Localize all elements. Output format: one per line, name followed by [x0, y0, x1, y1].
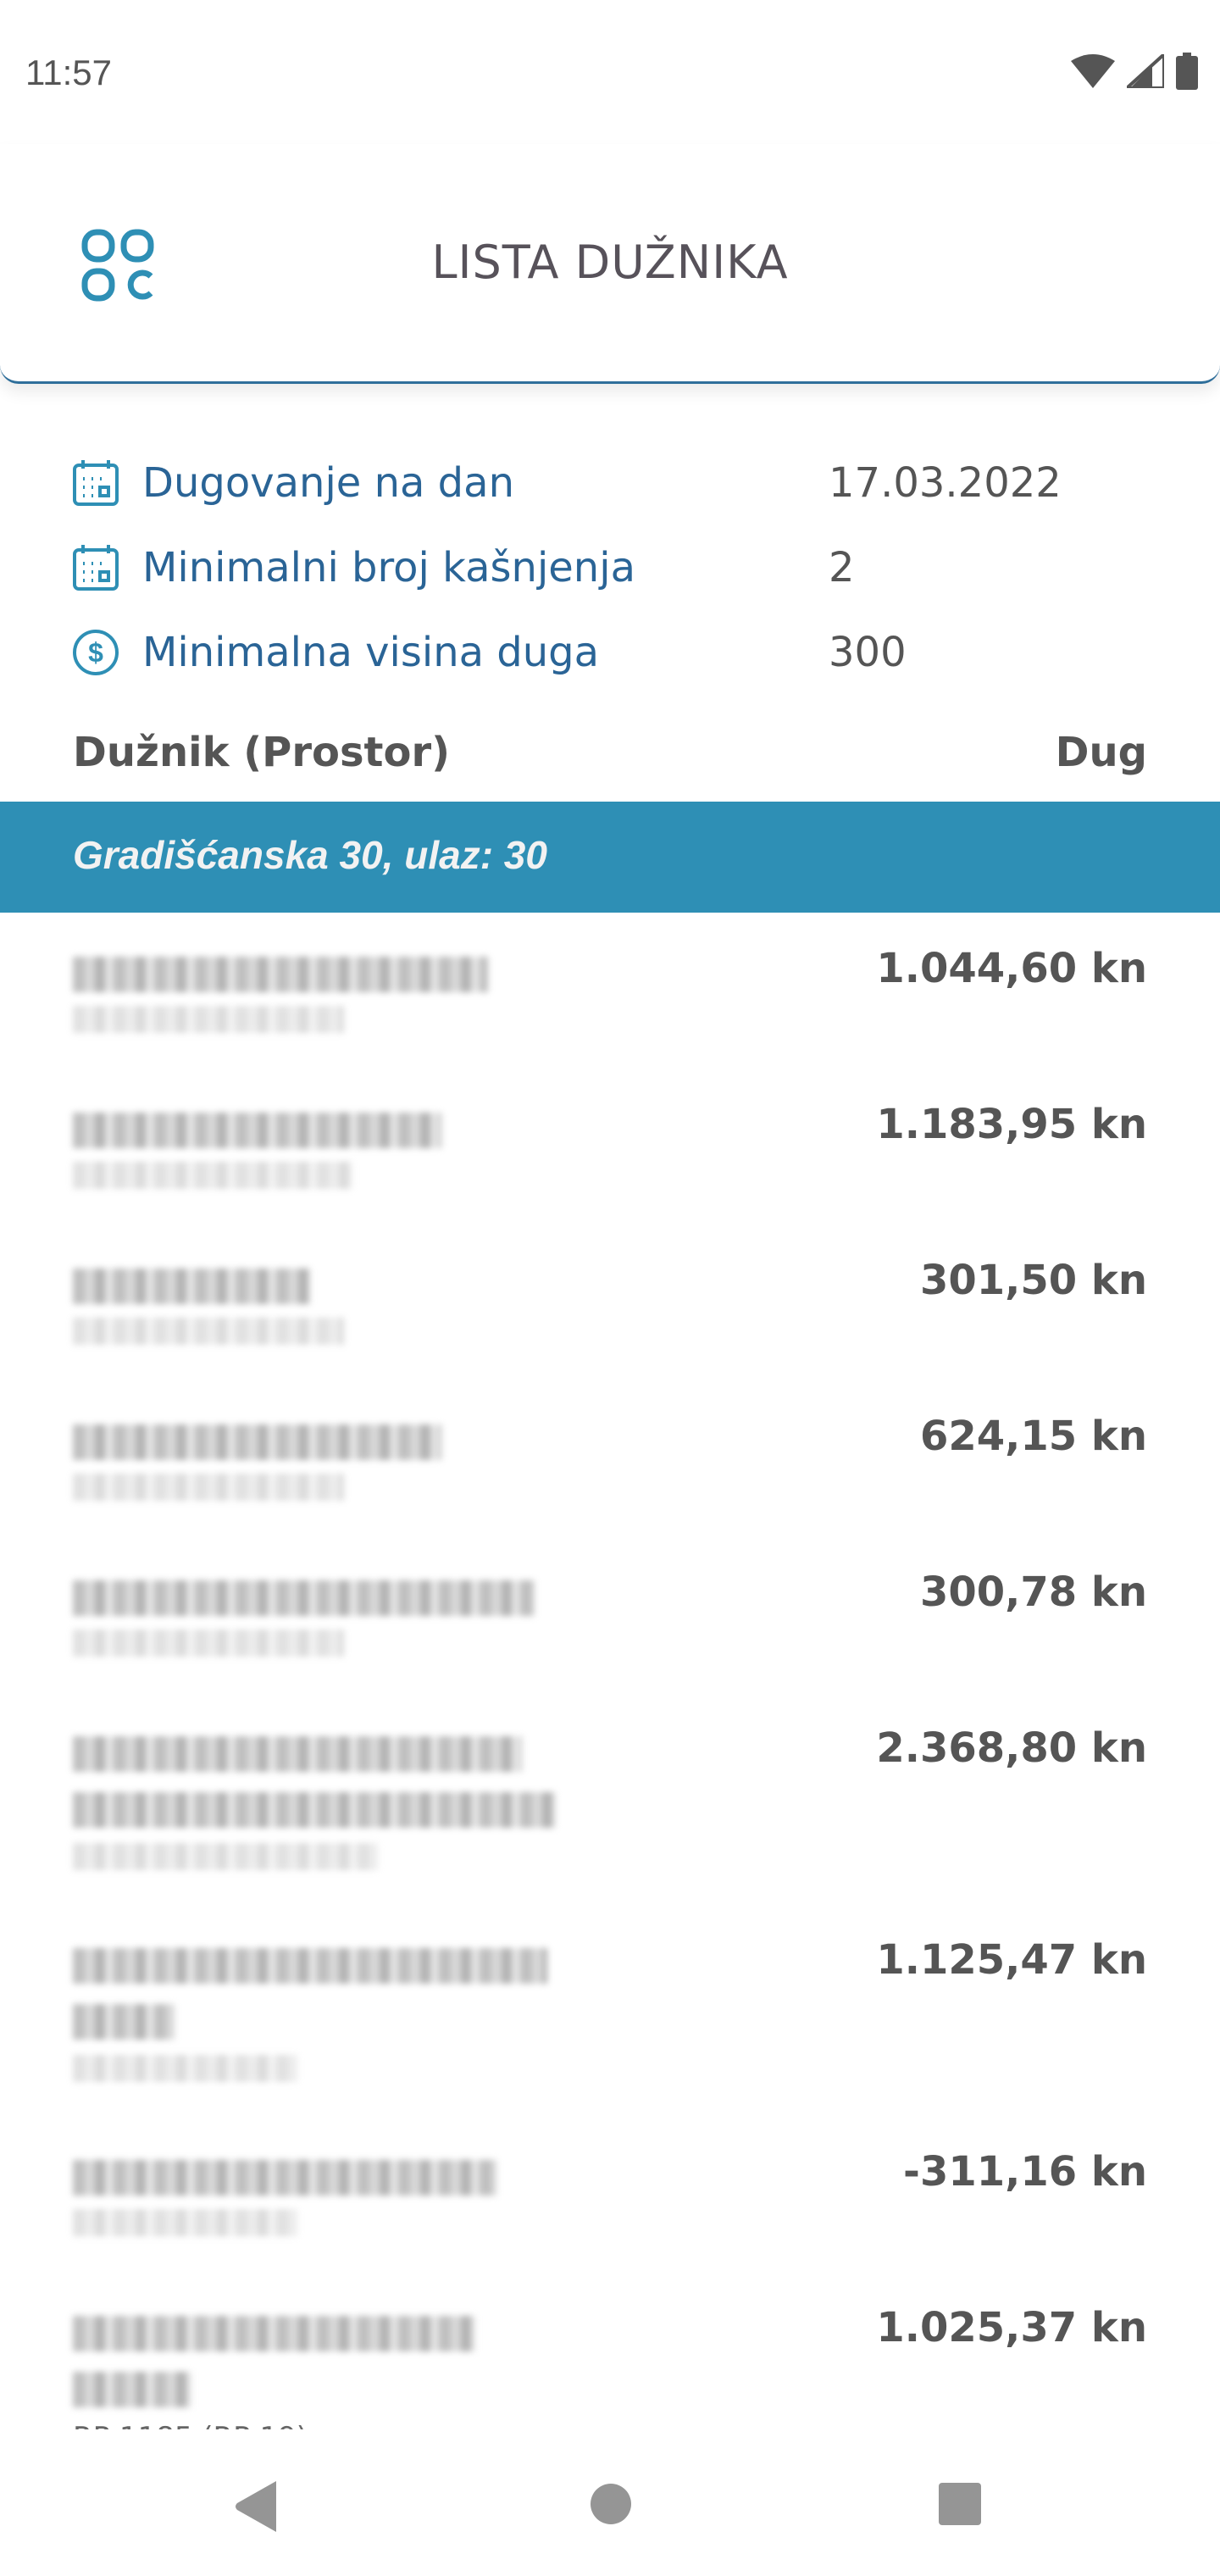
debtor-space-redacted: [73, 2055, 297, 2082]
column-debtor: Dužnik (Prostor): [73, 729, 451, 776]
list-item[interactable]: 624,15 kn: [0, 1380, 1220, 1536]
filter-value: 300: [829, 629, 907, 676]
app-header: LISTA DUŽNIKA: [0, 144, 1220, 384]
debtor-name-redacted: [73, 1269, 310, 1304]
debt-amount: 1.183,95 kn: [876, 1101, 1147, 1148]
debt-amount: 2.368,80 kn: [876, 1724, 1147, 1772]
calendar-icon: [73, 545, 119, 591]
debtor-name-redacted: [73, 2004, 175, 2040]
group-title: Gradišćanska 30, ulaz: 30: [73, 833, 547, 877]
recents-icon[interactable]: [939, 2483, 981, 2525]
debtor-name-redacted: [73, 2316, 475, 2351]
filter-value: 2: [829, 544, 855, 591]
home-icon[interactable]: [590, 2483, 632, 2525]
debtor-name-redacted: [73, 1580, 535, 1616]
debtor-name-redacted: [73, 1113, 441, 1148]
debtor-space: RP 1185 (RP 19): [73, 2421, 308, 2429]
debt-amount: 1.025,37 kn: [876, 2304, 1147, 2351]
debtor-space-redacted: [73, 1162, 352, 1189]
grid-menu-icon[interactable]: [81, 229, 154, 302]
debtor-space-redacted: [73, 2209, 297, 2236]
debt-amount: -311,16 kn: [903, 2148, 1147, 2196]
list-item[interactable]: 301,50 kn: [0, 1224, 1220, 1380]
list-item[interactable]: 300,78 kn: [0, 1536, 1220, 1692]
status-bar: 11:57: [0, 0, 1220, 144]
filter-date: Dugovanje na dan 17.03.2022: [71, 449, 1173, 517]
debt-amount: 300,78 kn: [919, 1568, 1147, 1616]
list-item[interactable]: -311,16 kn: [0, 2116, 1220, 2272]
debt-amount: 1.125,47 kn: [876, 1936, 1147, 1984]
debtor-name-redacted: [73, 1424, 441, 1460]
column-debt: Dug: [1055, 729, 1147, 776]
battery-icon: [1176, 53, 1198, 90]
debtor-name-redacted: [73, 1736, 522, 1772]
debtor-space-redacted: [73, 1474, 344, 1501]
filter-label: Minimalni broj kašnjenja: [142, 544, 635, 591]
filter-label: Dugovanje na dan: [142, 459, 514, 507]
svg-text:$: $: [88, 637, 103, 668]
signal-icon: [1127, 54, 1164, 88]
debtor-name-redacted: [73, 1948, 547, 1984]
list-item[interactable]: 1.125,47 kn: [0, 1904, 1220, 2116]
debtor-space-redacted: [73, 1318, 344, 1345]
filter-min-delays: Minimalni broj kašnjenja 2: [71, 534, 1173, 602]
filter-min-debt: $ Minimalna visina duga 300: [71, 619, 1173, 686]
group-header[interactable]: Gradišćanska 30, ulaz: 30: [0, 802, 1220, 913]
back-icon[interactable]: [234, 2479, 278, 2534]
debtor-space-redacted: [73, 1843, 378, 1870]
calendar-icon: [73, 460, 119, 506]
list-item[interactable]: 1.183,95 kn: [0, 1069, 1220, 1224]
wifi-icon: [1071, 54, 1115, 88]
debtor-space-redacted: [73, 1006, 344, 1033]
debtor-space-redacted: [73, 1629, 344, 1657]
list-item[interactable]: 2.368,80 kn: [0, 1692, 1220, 1904]
debtor-name-redacted: [73, 957, 488, 992]
debt-amount: 1.044,60 kn: [876, 945, 1147, 992]
filter-label: Minimalna visina duga: [142, 629, 600, 676]
debtor-name-redacted: [73, 2160, 496, 2196]
table-header: Dužnik (Prostor) Dug: [73, 729, 1147, 788]
filter-value: 17.03.2022: [829, 459, 1062, 507]
debt-amount: 624,15 kn: [919, 1413, 1147, 1460]
debtor-name-redacted: [73, 1792, 556, 1828]
list-item[interactable]: 1.044,60 kn: [0, 913, 1220, 1069]
debtor-list[interactable]: 1.044,60 kn 1.183,95 kn 301,50 kn 624,15…: [0, 913, 1220, 2429]
debt-amount: 301,50 kn: [919, 1257, 1147, 1304]
list-item[interactable]: RP 1185 (RP 19) 1.025,37 kn: [0, 2272, 1220, 2429]
system-nav-bar: [0, 2440, 1220, 2576]
status-time: 11:57: [25, 53, 112, 92]
dollar-circle-icon: $: [73, 630, 119, 675]
debtor-name-redacted: [73, 2372, 191, 2407]
page-title: LISTA DUŽNIKA: [431, 236, 789, 289]
